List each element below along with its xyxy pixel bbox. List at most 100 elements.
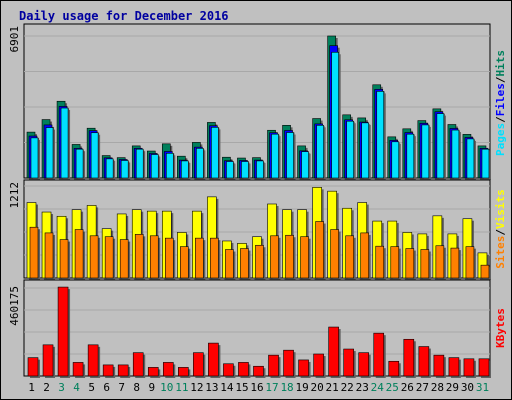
x-tick-label: 27 xyxy=(416,381,429,394)
bar-sites xyxy=(104,236,114,279)
bar-kbytes xyxy=(478,358,490,377)
bar-kbytes xyxy=(72,362,84,377)
legend-separator: / xyxy=(494,229,507,236)
bar-sites xyxy=(59,239,69,279)
legend-hits: Hits xyxy=(494,50,507,77)
bar-pages xyxy=(346,120,354,179)
x-tick-label: 5 xyxy=(88,381,95,394)
bar-sites xyxy=(119,239,129,279)
bar-pages xyxy=(196,148,204,179)
bar-pages xyxy=(241,161,249,179)
bar-kbytes xyxy=(238,362,249,377)
bar-pages xyxy=(90,132,99,179)
x-tick-label: 31 xyxy=(476,381,489,394)
bar-pages xyxy=(436,113,445,179)
bar-pages xyxy=(60,107,69,179)
legend-separator: / xyxy=(494,76,507,83)
bar-sites xyxy=(480,264,490,279)
legend-files: Files xyxy=(494,83,507,116)
bar-kbytes xyxy=(433,354,445,377)
bar-kbytes xyxy=(313,353,324,377)
bar-sites xyxy=(420,249,430,279)
bar-kbytes xyxy=(253,365,264,377)
bar-sites xyxy=(134,234,144,279)
legend-kbytes: KBytes xyxy=(494,308,507,348)
legend-separator: / xyxy=(494,116,507,123)
bar-pages xyxy=(451,129,460,179)
x-tick-label: 1 xyxy=(28,381,35,394)
bar-sites xyxy=(164,237,174,279)
x-tick-label: 24 xyxy=(371,381,385,394)
bar-pages xyxy=(466,138,475,179)
bar-pages xyxy=(481,148,490,179)
bar-sites xyxy=(360,232,370,279)
bar-kbytes xyxy=(27,357,39,377)
bar-kbytes xyxy=(283,349,294,377)
x-tick-label: 4 xyxy=(73,381,80,394)
bar-kbytes xyxy=(178,367,189,377)
legend-kbytes: KBytes xyxy=(494,308,507,348)
bar-kbytes xyxy=(102,364,114,377)
bar-kbytes xyxy=(268,354,279,377)
bar-kbytes xyxy=(223,363,234,377)
bar-sites xyxy=(270,235,279,279)
bar-kbytes xyxy=(343,348,354,377)
bar-kbytes xyxy=(147,367,159,377)
legend-pages: Pages xyxy=(494,123,507,156)
bar-sites xyxy=(465,246,475,279)
x-tick-label: 9 xyxy=(148,381,155,394)
bar-sites xyxy=(225,249,234,279)
bar-pages xyxy=(150,154,159,179)
bar-pages xyxy=(211,127,219,179)
bar-pages xyxy=(391,141,400,179)
x-tick-label: 26 xyxy=(401,381,414,394)
x-tick-label: 11 xyxy=(175,381,188,394)
bar-sites xyxy=(300,236,309,279)
bar-kbytes xyxy=(162,362,174,377)
bar-kbytes xyxy=(193,352,204,377)
x-tick-label: 29 xyxy=(446,381,459,394)
bar-kbytes xyxy=(448,357,460,377)
bar-sites xyxy=(345,235,354,279)
chart-title: Daily usage for December 2016 xyxy=(19,9,229,23)
bar-kbytes xyxy=(57,286,69,377)
bar-pages xyxy=(376,91,385,179)
bar-sites xyxy=(240,248,249,279)
bar-kbytes xyxy=(328,326,339,377)
x-tick-label: 7 xyxy=(118,381,125,394)
legend-hits-files-pages: Pages/Files/Hits xyxy=(494,50,507,156)
bar-pages xyxy=(271,133,279,179)
y-max-label-hits: 6901 xyxy=(8,26,21,53)
bar-pages xyxy=(361,122,370,179)
bar-kbytes xyxy=(463,358,475,377)
bar-sites xyxy=(405,248,415,279)
bar-pages xyxy=(256,160,264,179)
x-tick-label: 23 xyxy=(356,381,369,394)
bar-pages xyxy=(181,160,189,179)
x-tick-label: 19 xyxy=(295,381,308,394)
bar-sites xyxy=(330,229,339,279)
bar-pages xyxy=(421,124,430,179)
bar-pages xyxy=(75,148,84,179)
bar-sites xyxy=(375,245,385,279)
bar-sites xyxy=(390,246,400,279)
bar-kbytes xyxy=(403,338,415,377)
legend-sites-visits: Sites/Visits xyxy=(494,189,507,269)
bar-kbytes xyxy=(87,344,99,377)
bar-sites xyxy=(450,247,460,279)
bar-kbytes xyxy=(358,352,370,377)
bar-pages xyxy=(135,148,144,179)
bar-sites xyxy=(285,234,294,279)
bar-pages xyxy=(105,158,114,179)
x-tick-label: 17 xyxy=(265,381,278,394)
bar-pages xyxy=(45,127,54,179)
bar-kbytes xyxy=(388,360,400,377)
x-tick-label: 12 xyxy=(190,381,203,394)
bar-kbytes xyxy=(208,342,219,377)
x-tick-label: 28 xyxy=(431,381,444,394)
x-tick-label: 3 xyxy=(58,381,65,394)
bar-sites xyxy=(210,237,219,279)
legend-sites: Sites xyxy=(494,236,507,269)
y-max-label-kbytes: 460175 xyxy=(8,286,21,326)
